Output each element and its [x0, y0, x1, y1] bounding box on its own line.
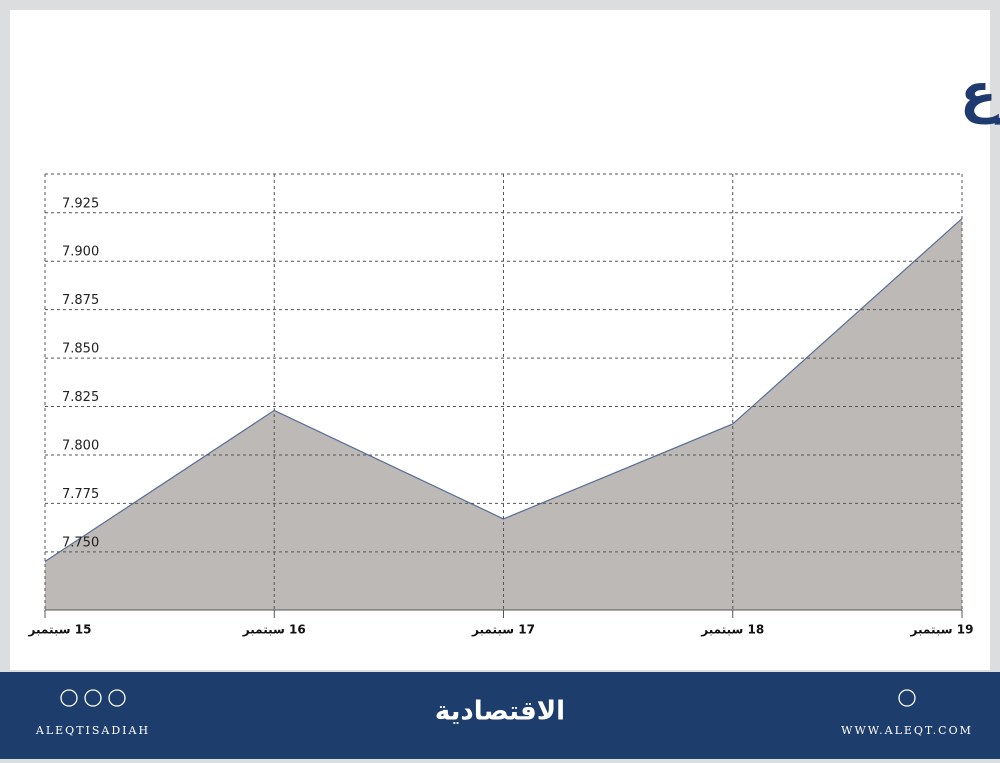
y-tick-label: 7.925: [62, 196, 99, 211]
y-tick-label: 7.750: [62, 535, 99, 550]
x-tick-label: 16 سبتمبر: [242, 623, 306, 637]
chart-title: المؤشر في أسبوع: [960, 58, 1000, 125]
y-tick-label: 7.875: [62, 293, 99, 308]
x-tick-label: 19 سبتمبر: [910, 623, 974, 637]
plot: 7.750 7.775 7.800 7.825 7.850 7.875 7.900 7.925…: [28, 173, 974, 637]
y-tick-label: 7.800: [62, 438, 99, 453]
social-icons: [60, 689, 916, 707]
y-tick-label: 7.850: [62, 342, 99, 357]
footer: [0, 672, 1000, 759]
y-tick-label: 7.825: [62, 390, 99, 405]
y-tick-label: 7.900: [62, 245, 99, 260]
icon-twitter[interactable]: [108, 689, 126, 707]
y-tick-label: 7.775: [62, 487, 99, 502]
icon-instagram[interactable]: [60, 689, 78, 707]
x-tick-label: 17 سبتمبر: [471, 623, 535, 637]
icon-facebook[interactable]: [84, 689, 102, 707]
logo: الاقتصادية: [435, 697, 565, 727]
social-handle: ALEQTISADIAH: [35, 724, 150, 737]
website: WWW.ALEQT.COM: [841, 724, 973, 737]
x-tick-label: 18 سبتمبر: [700, 623, 764, 637]
icon-web[interactable]: [898, 689, 916, 707]
x-tick-label: 15 سبتمبر: [28, 623, 92, 637]
